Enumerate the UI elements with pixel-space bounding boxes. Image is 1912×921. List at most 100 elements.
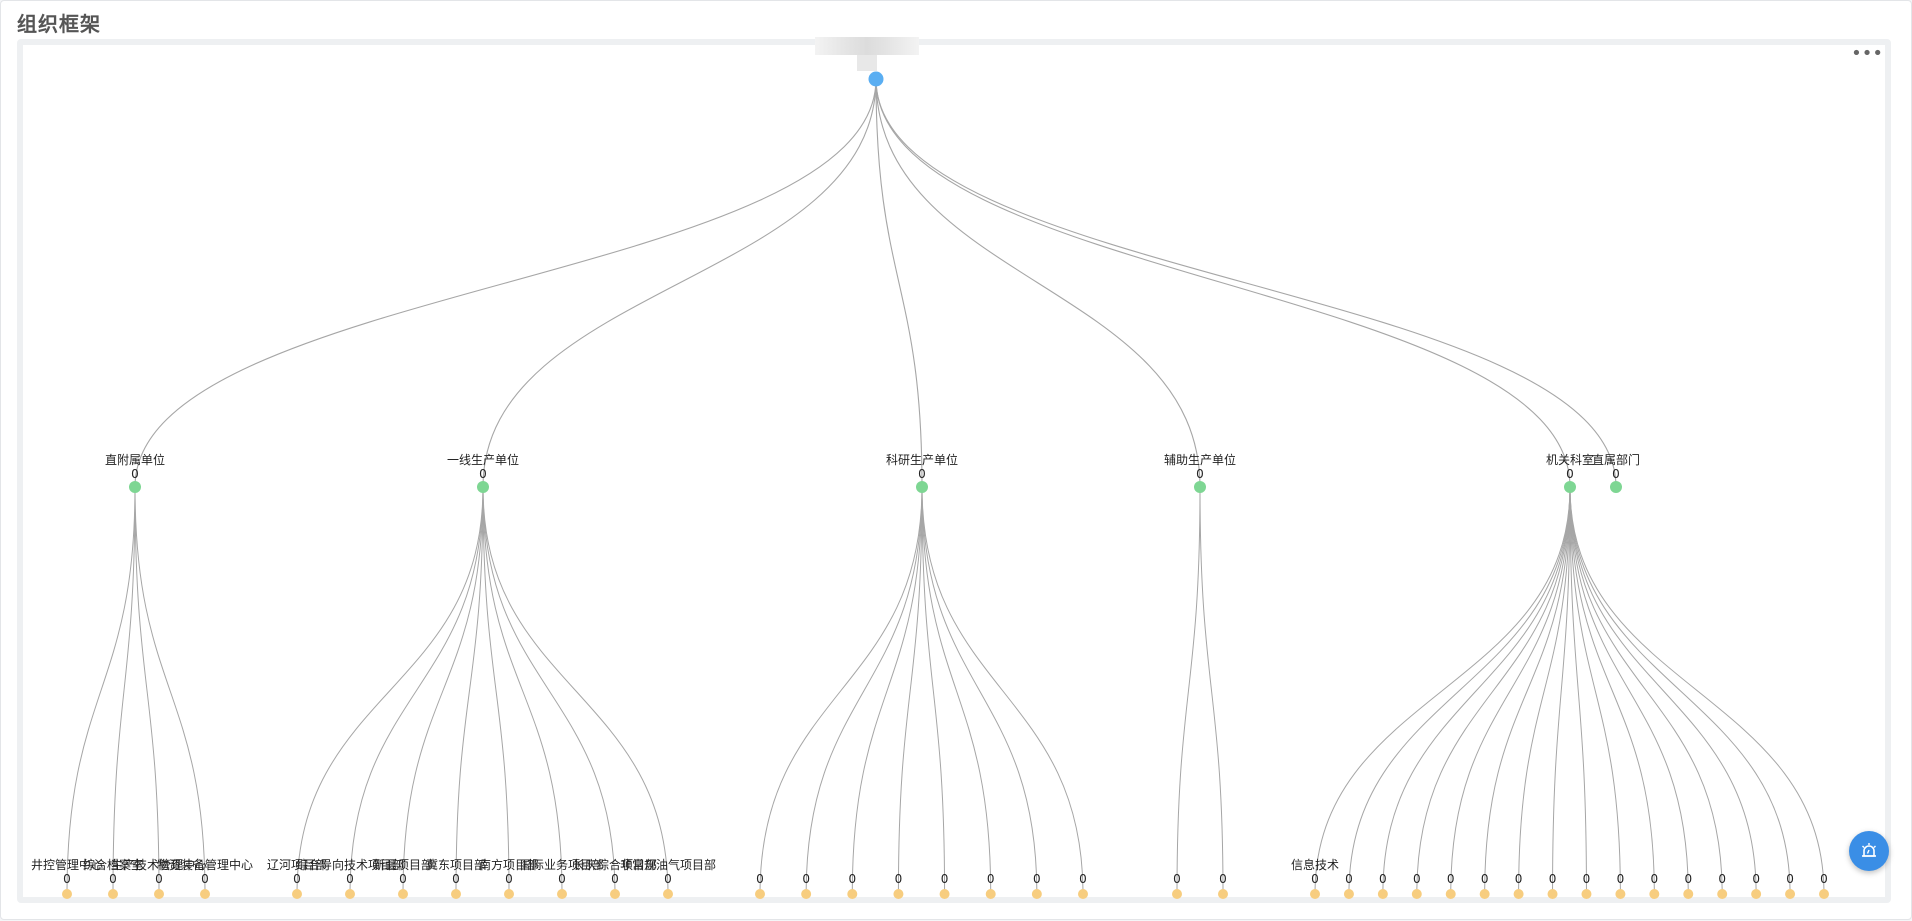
tree-edge <box>1484 486 1571 895</box>
chart-frame <box>17 39 1891 903</box>
unit-node[interactable] <box>557 889 567 899</box>
unit-node[interactable] <box>504 889 514 899</box>
unit-node[interactable] <box>939 889 950 899</box>
group-label: 科研生产单位 <box>886 452 958 467</box>
unit-node[interactable] <box>1717 889 1728 899</box>
group-node[interactable] <box>1194 481 1206 493</box>
unit-node[interactable] <box>1479 889 1490 899</box>
unit-label: 信息技术 <box>1291 857 1339 872</box>
group-node[interactable] <box>1564 481 1576 493</box>
tree-edge <box>482 486 669 895</box>
unit-node[interactable] <box>1445 889 1456 899</box>
more-horizontal-icon[interactable]: ••• <box>1851 43 1883 64</box>
unit-count: 0 <box>802 872 810 886</box>
tree-edge <box>455 486 484 895</box>
unit-node[interactable] <box>451 889 461 899</box>
group-node[interactable] <box>129 481 141 493</box>
tree-edge <box>1569 486 1655 895</box>
unit-node[interactable] <box>1343 889 1354 899</box>
unit-node[interactable] <box>1513 889 1524 899</box>
group-count: 0 <box>1612 467 1620 481</box>
tree-edge <box>349 486 484 895</box>
tree-edge <box>134 78 877 488</box>
tree-edge <box>296 486 484 895</box>
unit-node[interactable] <box>1615 889 1626 899</box>
unit-node[interactable] <box>1411 889 1422 899</box>
unit-count: 0 <box>1311 872 1319 886</box>
unit-node[interactable] <box>292 889 302 899</box>
tree-edge <box>1314 486 1571 895</box>
unit-node[interactable] <box>801 889 812 899</box>
unit-node[interactable] <box>893 889 904 899</box>
unit-node[interactable] <box>1078 889 1088 899</box>
group-node[interactable] <box>477 481 489 493</box>
unit-node[interactable] <box>108 889 118 899</box>
unit-count: 0 <box>1752 872 1760 886</box>
unit-node[interactable] <box>398 889 408 899</box>
unit-node[interactable] <box>663 889 673 899</box>
unit-node[interactable] <box>1751 889 1762 899</box>
unit-label: 新疆项目部 <box>373 857 433 872</box>
unit-node[interactable] <box>345 889 355 899</box>
tree-edge <box>482 78 877 488</box>
tree-edge <box>1518 486 1571 895</box>
unit-node[interactable] <box>1819 889 1829 899</box>
unit-node[interactable] <box>1218 889 1228 899</box>
tree-edge <box>921 486 1038 895</box>
unit-count: 0 <box>1379 872 1387 886</box>
unit-count: 0 <box>1447 872 1455 886</box>
unit-count: 0 <box>941 872 949 886</box>
unit-node[interactable] <box>610 889 620 899</box>
unit-node[interactable] <box>154 889 164 899</box>
group-count: 0 <box>1196 467 1204 481</box>
tree-edge <box>1416 486 1571 895</box>
unit-node[interactable] <box>62 889 72 899</box>
root-label-placeholder <box>815 37 919 55</box>
unit-label: 井控管理中心 <box>31 857 103 872</box>
tree-edge <box>875 78 1617 488</box>
tree-edge <box>1569 486 1621 895</box>
unit-count: 0 <box>1786 872 1794 886</box>
unit-node[interactable] <box>1649 889 1660 899</box>
group-label: 直附属单位 <box>105 452 165 467</box>
group-label: 直属部门 <box>1592 452 1640 467</box>
tree-edge <box>851 486 923 895</box>
unit-label: 长庆综合项目部 <box>573 857 657 872</box>
alarm-bell-icon[interactable] <box>1849 831 1889 871</box>
group-node[interactable] <box>1610 481 1622 493</box>
group-count: 0 <box>479 467 487 481</box>
tree-edge <box>134 486 160 895</box>
unit-node[interactable] <box>200 889 210 899</box>
unit-count: 0 <box>1033 872 1041 886</box>
group-count: 0 <box>131 467 139 481</box>
tree-edge <box>112 486 136 895</box>
unit-node[interactable] <box>1031 889 1042 899</box>
unit-node[interactable] <box>847 889 858 899</box>
unit-count: 0 <box>1583 872 1591 886</box>
unit-count: 0 <box>1079 872 1087 886</box>
tree-edge <box>875 78 1571 488</box>
unit-node[interactable] <box>1377 889 1388 899</box>
unit-count: 0 <box>346 872 354 886</box>
root-label-placeholder-stem <box>857 55 877 71</box>
tree-edge <box>875 78 1201 488</box>
unit-node[interactable] <box>1785 889 1796 899</box>
edge-layer <box>66 78 1825 895</box>
root-node[interactable] <box>868 71 884 87</box>
unit-count: 0 <box>611 872 619 886</box>
unit-node[interactable] <box>755 889 765 899</box>
unit-node[interactable] <box>1581 889 1592 899</box>
unit-count: 0 <box>1820 872 1828 886</box>
unit-node[interactable] <box>1310 889 1320 899</box>
unit-count: 0 <box>558 872 566 886</box>
unit-node[interactable] <box>985 889 996 899</box>
unit-node[interactable] <box>1547 889 1558 899</box>
unit-count: 0 <box>293 872 301 886</box>
tree-edge <box>482 486 563 895</box>
group-node[interactable] <box>916 481 928 493</box>
unit-label: 冀东项目部 <box>426 857 486 872</box>
unit-node[interactable] <box>1683 889 1694 899</box>
unit-node[interactable] <box>1172 889 1182 899</box>
